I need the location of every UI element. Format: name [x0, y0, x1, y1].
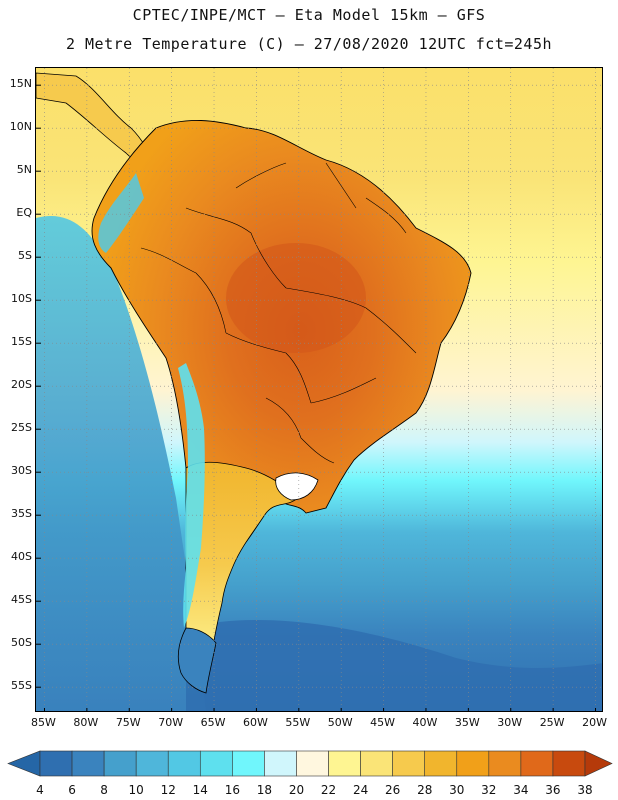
central-brazil-hot-core: [226, 243, 366, 353]
colorbar-swatch: [552, 750, 586, 777]
colorbar-level-label: 10: [128, 783, 144, 797]
lon-label: 85W: [31, 716, 56, 729]
lat-label: 5S: [18, 249, 32, 263]
colorbar-high-arrow: [584, 750, 613, 777]
andes-south-cold-ridge: [178, 363, 205, 628]
colorbar-swatch: [167, 750, 201, 777]
lat-label: 55S: [11, 679, 32, 693]
colorbar-level-label: 30: [449, 783, 465, 797]
colorbar-swatch: [135, 750, 169, 777]
lon-label: 40W: [412, 716, 438, 729]
colorbar-level-label: 22: [320, 783, 337, 797]
colorbar-level-label: 38: [577, 783, 593, 797]
colorbar-swatch: [264, 750, 297, 777]
map-canvas: [36, 68, 602, 711]
colorbar-level-label: 4: [36, 783, 44, 797]
colorbar-swatch: [103, 750, 137, 777]
lon-label: 65W: [200, 716, 226, 729]
pacific-cool-water: [36, 216, 206, 711]
lon-label: 80W: [73, 716, 99, 729]
lon-label: 60W: [242, 716, 268, 729]
colorbar-level-label: 16: [224, 783, 240, 797]
colorbar-level-label: 26: [385, 783, 401, 797]
colorbar-level-label: 12: [160, 783, 176, 797]
lat-lon-grid: [36, 68, 602, 711]
southern-ocean-cold-water: [186, 619, 602, 711]
colorbar-swatch: [71, 750, 105, 777]
colorbar-level-label: 28: [417, 783, 433, 797]
colorbar-level-label: 8: [100, 783, 108, 797]
colorbar-swatch: [199, 750, 233, 777]
lat-label: EQ: [16, 206, 32, 220]
colorbar-level-label: 6: [68, 783, 76, 797]
colorbar-swatch: [456, 750, 490, 777]
country-borders: [140, 162, 417, 464]
colorbar-swatch: [520, 750, 554, 777]
colorbar-swatch: [232, 750, 265, 777]
lon-label: 75W: [115, 716, 141, 729]
lat-label: 25S: [11, 421, 32, 435]
lat-label: 50S: [11, 636, 32, 650]
lon-label: 20W: [582, 716, 607, 729]
lat-label: 40S: [11, 550, 32, 564]
lat-label: 15S: [11, 335, 32, 349]
lon-label: 50W: [327, 716, 353, 729]
patagonia-land: [177, 627, 217, 694]
lon-label: 55W: [285, 716, 311, 729]
colorbar-level-label: 34: [513, 783, 529, 797]
colorbar-swatch: [392, 750, 426, 777]
colorbar-swatch: [360, 750, 393, 777]
map-title-line1: CPTEC/INPE/MCT – Eta Model 15km – GFS: [132, 6, 486, 24]
lon-label: 70W: [158, 716, 184, 729]
lat-label: 45S: [11, 593, 32, 607]
lon-label: 35W: [454, 716, 480, 729]
colorbar-level-label: 18: [256, 783, 273, 797]
lon-label: 45W: [370, 716, 396, 729]
colorbar-level-label: 24: [352, 783, 369, 797]
map-title-line2: 2 Metre Temperature (C) – 27/08/2020 12U…: [65, 35, 553, 53]
colorbar-swatch: [424, 750, 458, 777]
lon-label: 30W: [497, 716, 523, 729]
colorbar-low-arrow: [7, 750, 41, 777]
uruguay-cool-area: [275, 472, 319, 501]
lat-label: 20S: [11, 378, 32, 392]
lat-label: 35S: [11, 507, 32, 521]
colorbar-level-label: 36: [545, 783, 561, 797]
lat-label: 5N: [16, 163, 32, 177]
lat-label: 15N: [9, 77, 32, 91]
colorbar-level-label: 32: [481, 783, 497, 797]
lat-label: 10N: [9, 120, 32, 134]
colorbar-swatch: [39, 750, 73, 777]
temperature-map: [35, 67, 603, 712]
colorbar-swatch: [296, 750, 329, 777]
lat-label: 30S: [11, 464, 32, 478]
colorbar-level-label: 20: [288, 783, 305, 797]
lon-label: 25W: [539, 716, 565, 729]
colorbar-swatch: [328, 750, 361, 777]
temperature-colorbar: [7, 750, 613, 777]
colorbar-swatch: [488, 750, 522, 777]
lat-label: 10S: [11, 292, 32, 306]
colorbar-level-label: 14: [192, 783, 208, 797]
andes-north-cold-ridge: [98, 173, 144, 253]
